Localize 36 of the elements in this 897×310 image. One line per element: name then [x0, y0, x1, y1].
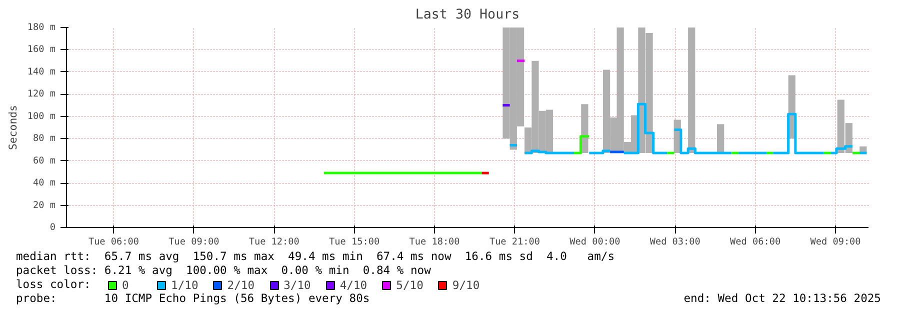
- legend-label: 1/10: [171, 278, 198, 292]
- y-tick-label: 140 m: [27, 66, 56, 78]
- bar: [717, 124, 724, 154]
- legend-label: 2/10: [227, 278, 255, 292]
- y-tick-label: 160 m: [27, 44, 56, 56]
- y-tick-label: 100 m: [27, 110, 56, 122]
- x-tick-label: Tue 21:00: [489, 236, 540, 248]
- legend-label: 0: [122, 278, 130, 292]
- legend-label: 4/10: [340, 278, 368, 292]
- y-tick-label: 80 m: [33, 133, 56, 144]
- y-axis-title: Seconds: [6, 105, 20, 150]
- y-tick-label: 40 m: [33, 178, 56, 189]
- text: median rtt: 65.7 ms avg 150.7 ms max 49.4 ms min 67.4 ms now 16.6 ms sd 4.0 am/s: [16, 250, 615, 264]
- y-tick-label: 120 m: [27, 88, 56, 100]
- text: packet loss: 6.21 % avg 100.00 % max 0.00 % min 0.84 % now: [16, 264, 431, 278]
- x-tick-label: Tue 18:00: [409, 236, 460, 248]
- legend-label: 5/10: [396, 278, 424, 292]
- x-tick-label: Tue 12:00: [248, 236, 300, 248]
- y-tick-label: 180 m: [27, 22, 56, 33]
- text: end: Wed Oct 22 10:13:56 2025: [684, 292, 881, 306]
- y-tick-label: 60 m: [33, 155, 56, 166]
- y-tick-label: 20 m: [33, 200, 56, 211]
- y-tick-label: 0: [50, 222, 56, 233]
- chart-title: Last 30 Hours: [415, 8, 520, 22]
- x-tick-label: Wed 03:00: [650, 236, 701, 248]
- x-tick-label: Wed 09:00: [810, 236, 862, 248]
- x-tick-label: Wed 00:00: [570, 236, 621, 248]
- text: probe: 10 ICMP Echo Pings (56 Bytes) every 80s: [16, 292, 370, 306]
- x-tick-label: Tue 15:00: [329, 236, 380, 248]
- legend-label: 3/10: [284, 278, 311, 292]
- x-tick-label: Tue 09:00: [168, 236, 220, 248]
- bar: [688, 28, 696, 154]
- legend-label: 9/10: [452, 278, 480, 292]
- legend-title: loss color:: [16, 278, 91, 292]
- x-tick-label: Tue 06:00: [88, 236, 140, 248]
- x-tick-label: Wed 06:00: [730, 236, 781, 248]
